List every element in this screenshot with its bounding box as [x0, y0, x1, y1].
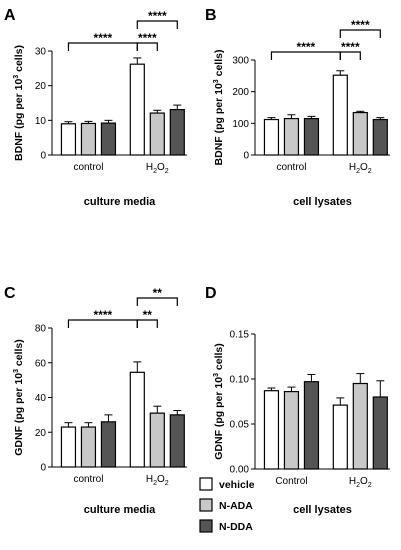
- y-tick-label: 20: [35, 81, 47, 92]
- bar-vehicle: [129, 371, 145, 468]
- legend-label: N-ADA: [219, 500, 253, 512]
- bar-N-DDA: [169, 108, 185, 156]
- bar-vehicle: [60, 123, 77, 156]
- significance-label: ****: [94, 308, 113, 322]
- significance-label: ****: [94, 31, 113, 45]
- y-axis-label: BDNF (pg per 103 cells): [213, 50, 225, 166]
- y-tick-label: 300: [232, 56, 249, 67]
- panel-D: D 0.00 0.05 0.10 0.15 GDNF (pg per 103 cells)…: [205, 285, 390, 516]
- significance-label: **: [153, 286, 163, 300]
- y-tick-label: 0.15: [230, 330, 250, 341]
- panel-A: A 0 10 20 30 BDNF (pg per 103 cells) control H2…: [4, 7, 187, 208]
- bar-N-ADA: [352, 111, 368, 156]
- significance-label: ****: [138, 31, 157, 45]
- significance-label: ****: [148, 9, 167, 23]
- y-tick-label: 80: [35, 324, 47, 335]
- y-tick-label: 200: [232, 87, 249, 98]
- y-tick-label: 0.05: [230, 420, 250, 431]
- panel-C: C 0 20 40 60 80 GDNF (pg per 103 cells) control…: [4, 285, 187, 516]
- y-tick-label: 0.00: [230, 465, 250, 476]
- y-tick-label: 60: [35, 358, 47, 369]
- y-axis-label: GDNF (pg per 103 cells): [13, 339, 25, 456]
- bar-vehicle: [263, 118, 280, 156]
- bar-N-ADA: [149, 412, 165, 468]
- y-tick-label: 0: [40, 463, 46, 474]
- bar-N-DDA: [303, 117, 320, 156]
- significance-label: ****: [341, 40, 360, 54]
- bar-N-DDA: [372, 118, 388, 156]
- x-category-label: H2O2: [146, 162, 169, 175]
- panel-letter: A: [4, 7, 16, 24]
- panel-letter: C: [4, 285, 16, 302]
- bar-N-ADA: [80, 122, 97, 156]
- panel-caption: culture media: [84, 196, 156, 208]
- significance-label: **: [143, 308, 153, 322]
- significance-bracket: [136, 20, 178, 29]
- significance-bracket: [339, 29, 381, 38]
- legend-swatch-N-DDA: [199, 519, 213, 533]
- x-category-label: control: [73, 474, 103, 485]
- y-tick-label: 30: [35, 47, 47, 58]
- y-tick-label: 100: [232, 119, 249, 130]
- y-tick-label: 40: [35, 393, 47, 404]
- bar-N-ADA: [283, 391, 300, 470]
- x-category-label: H2O2: [349, 162, 372, 175]
- panel-caption: cell lysates: [293, 196, 352, 208]
- bar-N-ADA: [149, 112, 165, 156]
- x-category-label: H2O2: [146, 474, 169, 487]
- bar-vehicle: [129, 63, 145, 156]
- significance-bracket: [136, 297, 178, 306]
- significance-label: ****: [297, 40, 316, 54]
- bar-N-ADA: [352, 382, 368, 470]
- x-category-label: control: [276, 162, 306, 173]
- significance-bracket: [339, 51, 361, 60]
- bar-vehicle: [332, 404, 348, 470]
- y-tick-label: 10: [35, 116, 47, 127]
- significance-bracket: [136, 42, 158, 51]
- panel-letter: D: [205, 285, 217, 302]
- x-category-label: Control: [275, 476, 307, 487]
- y-tick-label: 0: [243, 151, 249, 162]
- legend-label: vehicle: [219, 479, 255, 491]
- y-tick-label: 0: [40, 151, 46, 162]
- bar-N-DDA: [169, 414, 185, 468]
- x-category-label: control: [73, 162, 103, 173]
- y-tick-label: 0.10: [230, 375, 250, 386]
- bar-vehicle: [60, 426, 77, 468]
- panel-letter: B: [205, 7, 217, 24]
- bar-N-DDA: [303, 381, 320, 470]
- bar-N-DDA: [372, 396, 388, 470]
- legend: vehicle N-ADA N-DDA: [199, 477, 255, 533]
- bar-vehicle: [332, 74, 348, 156]
- bar-N-ADA: [80, 426, 97, 468]
- bar-N-DDA: [100, 421, 117, 468]
- bar-N-ADA: [283, 117, 300, 156]
- y-tick-label: 20: [35, 428, 47, 439]
- panel-B: B 0 100 200 300 BDNF (pg per 103 cells) contro…: [205, 7, 390, 208]
- legend-swatch-vehicle: [199, 477, 213, 491]
- legend-label: N-DDA: [219, 521, 253, 533]
- bar-vehicle: [263, 390, 280, 470]
- bar-N-DDA: [100, 122, 117, 156]
- y-axis-label: GDNF (pg per 103 cells): [213, 343, 225, 460]
- significance-label: ****: [351, 18, 370, 32]
- y-axis-label: BDNF (pg per 103 cells): [13, 45, 25, 161]
- panel-caption: cell lysates: [293, 504, 352, 516]
- x-category-label: H2O2: [349, 476, 372, 489]
- significance-bracket: [136, 319, 158, 328]
- legend-swatch-N-ADA: [199, 498, 213, 512]
- panel-caption: culture media: [84, 504, 156, 516]
